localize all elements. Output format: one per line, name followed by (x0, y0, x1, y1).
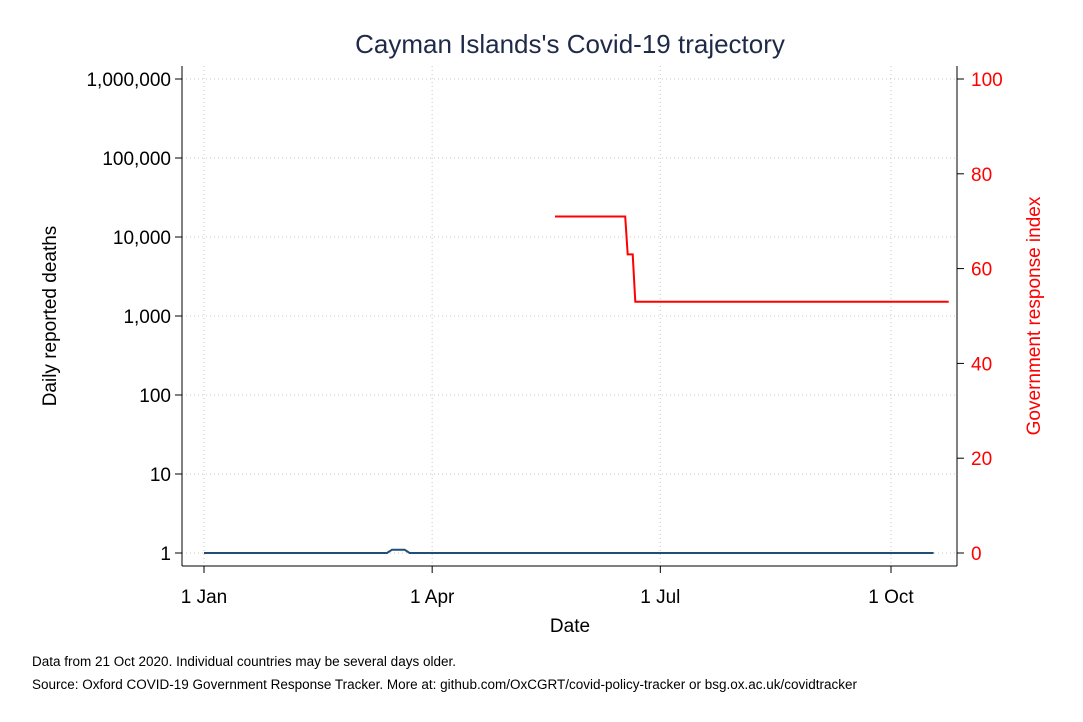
y-right-tick-label: 100 (971, 70, 1003, 91)
x-tick-label: 1 Apr (410, 587, 455, 608)
y-left-tick-label: 1 (160, 544, 171, 565)
x-tick-label: 1 Jul (640, 587, 680, 608)
gridlines (182, 66, 957, 566)
y-right-tick-label: 20 (971, 449, 992, 470)
y-right-tick-label: 60 (971, 260, 992, 281)
y-left-tick-label: 1,000 (123, 307, 171, 328)
series-line-response-index (555, 215, 949, 303)
y-left-tick-label: 100,000 (102, 149, 171, 170)
y-right-tick-label: 40 (971, 354, 992, 375)
x-tick-label: 1 Oct (868, 587, 914, 608)
y-left-tick-label: 1,000,000 (86, 70, 171, 91)
chart-title: Cayman Islands's Covid-19 trajectory (355, 29, 785, 59)
y-left-tick-label: 100 (139, 386, 171, 407)
y-axis-left-label: Daily reported deaths (40, 226, 61, 407)
x-tick-label: 1 Jan (181, 587, 227, 608)
tick-labels: 1 10 100 1,000 10,000 100,000 1,000,000 0 20 40 60… (86, 70, 1002, 608)
x-axis-label: Date (550, 616, 590, 637)
series-lines (204, 215, 949, 554)
y-right-tick-label: 0 (971, 544, 982, 565)
y-right-tick-label: 80 (971, 165, 992, 186)
series-line-deaths (204, 548, 934, 554)
footer-note: Data from 21 Oct 2020. Individual countr… (32, 654, 456, 669)
y-left-tick-label: 10,000 (113, 228, 171, 249)
y-left-tick-label: 10 (150, 465, 171, 486)
y-axis-right-label: Government response index (1024, 196, 1045, 435)
footer-source: Source: Oxford COVID-19 Government Respo… (32, 677, 858, 692)
